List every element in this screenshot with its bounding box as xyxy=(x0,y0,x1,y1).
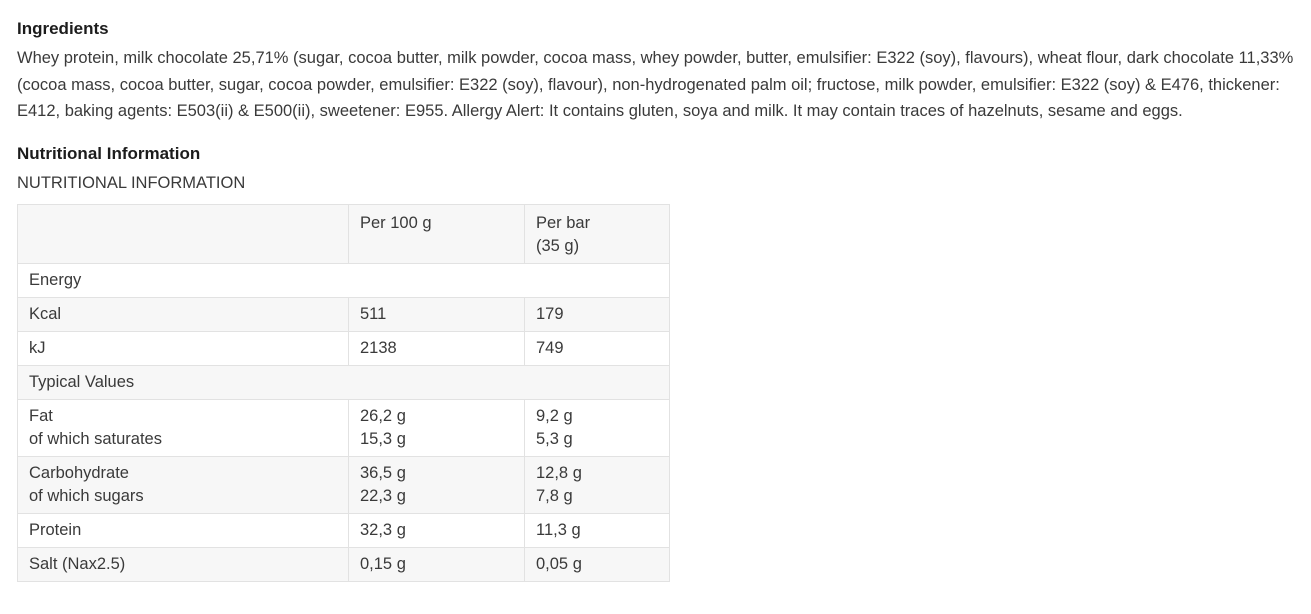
nutrition-table: Per 100 g Per bar (35 g) Energy Kcal 511 179 k… xyxy=(17,203,670,582)
header-cell-per100: Per 100 g xyxy=(348,203,525,264)
cell-label: Carbohydrate of which sugars xyxy=(17,455,349,514)
cell-line: Protein xyxy=(29,520,82,539)
ingredients-heading: Ingredients xyxy=(17,19,109,38)
section-row: Energy xyxy=(17,262,670,298)
cell-line: of which saturates xyxy=(29,429,162,448)
table-row: Fat of which saturates 26,2 g 15,3 g 9,2 g 5,… xyxy=(17,398,670,457)
table-row: kJ 2138 749 xyxy=(17,330,670,366)
section-row: Typical Values xyxy=(17,364,670,400)
product-details-section: Ingredients Whey protein, milk chocolate… xyxy=(17,19,1294,582)
cell-line: of which sugars xyxy=(29,486,144,505)
cell-line: 5,3 g xyxy=(536,429,573,448)
cell-per100: 511 xyxy=(348,296,525,332)
cell-line: Salt (Nax2.5) xyxy=(29,554,126,573)
cell-line: 32,3 g xyxy=(360,520,406,539)
cell-line: 15,3 g xyxy=(360,429,406,448)
table-row: Carbohydrate of which sugars 36,5 g 22,3 g 1… xyxy=(17,455,670,514)
cell-line: Carbohydrate xyxy=(29,463,129,482)
cell-per100: 2138 xyxy=(348,330,525,366)
table-header-row: Per 100 g Per bar (35 g) xyxy=(17,203,670,264)
cell-perbar: 179 xyxy=(524,296,670,332)
cell-line: 0,15 g xyxy=(360,554,406,573)
cell-label: Salt (Nax2.5) xyxy=(17,546,349,582)
header-cell-line: Per bar xyxy=(536,213,591,232)
header-cell-line: (35 g) xyxy=(536,236,580,255)
cell-label: kJ xyxy=(17,330,349,366)
cell-perbar: 12,8 g 7,8 g xyxy=(524,455,670,514)
cell-line: 2138 xyxy=(360,338,397,357)
cell-line: kJ xyxy=(29,338,46,357)
nutrition-subheading: NUTRITIONAL INFORMATION xyxy=(17,173,246,192)
cell-line: 9,2 g xyxy=(536,406,573,425)
cell-line: 36,5 g xyxy=(360,463,406,482)
cell-line: Kcal xyxy=(29,304,62,323)
nutrition-heading: Nutritional Information xyxy=(17,143,201,163)
header-cell-perbar: Per bar (35 g) xyxy=(524,203,670,264)
cell-perbar: 749 xyxy=(524,330,670,366)
cell-per100: 26,2 g 15,3 g xyxy=(348,398,525,457)
cell-line: 511 xyxy=(360,304,387,323)
header-cell-label xyxy=(17,203,349,264)
table-row: Salt (Nax2.5) 0,15 g 0,05 g xyxy=(17,546,670,582)
cell-per100: 32,3 g xyxy=(348,512,525,548)
header-cell-line: Per 100 g xyxy=(360,213,432,232)
cell-per100: 36,5 g 22,3 g xyxy=(348,455,525,514)
cell-line: 0,05 g xyxy=(536,554,582,573)
nutrition-table-head: Per 100 g Per bar (35 g) xyxy=(17,203,670,264)
cell-line: 179 xyxy=(536,304,564,323)
cell-label: Protein xyxy=(17,512,349,548)
table-row: Kcal 511 179 xyxy=(17,296,670,332)
cell-perbar: 0,05 g xyxy=(524,546,670,582)
section-label: Energy xyxy=(17,262,670,298)
cell-line: 7,8 g xyxy=(536,486,573,505)
table-row: Protein 32,3 g 11,3 g xyxy=(17,512,670,548)
cell-line: 11,3 g xyxy=(536,520,581,539)
cell-line: 26,2 g xyxy=(360,406,406,425)
cell-line: 749 xyxy=(536,338,564,357)
cell-perbar: 9,2 g 5,3 g xyxy=(524,398,670,457)
cell-label: Fat of which saturates xyxy=(17,398,349,457)
cell-line: 12,8 g xyxy=(536,463,582,482)
cell-line: Fat xyxy=(29,406,53,425)
cell-line: 22,3 g xyxy=(360,486,406,505)
section-label: Typical Values xyxy=(17,364,670,400)
nutrition-table-body: Energy Kcal 511 179 kJ 2138 749 Typical Values F… xyxy=(17,262,670,582)
cell-perbar: 11,3 g xyxy=(524,512,670,548)
ingredients-text: Whey protein, milk chocolate 25,71% (sug… xyxy=(17,49,1294,120)
cell-label: Kcal xyxy=(17,296,349,332)
cell-per100: 0,15 g xyxy=(348,546,525,582)
